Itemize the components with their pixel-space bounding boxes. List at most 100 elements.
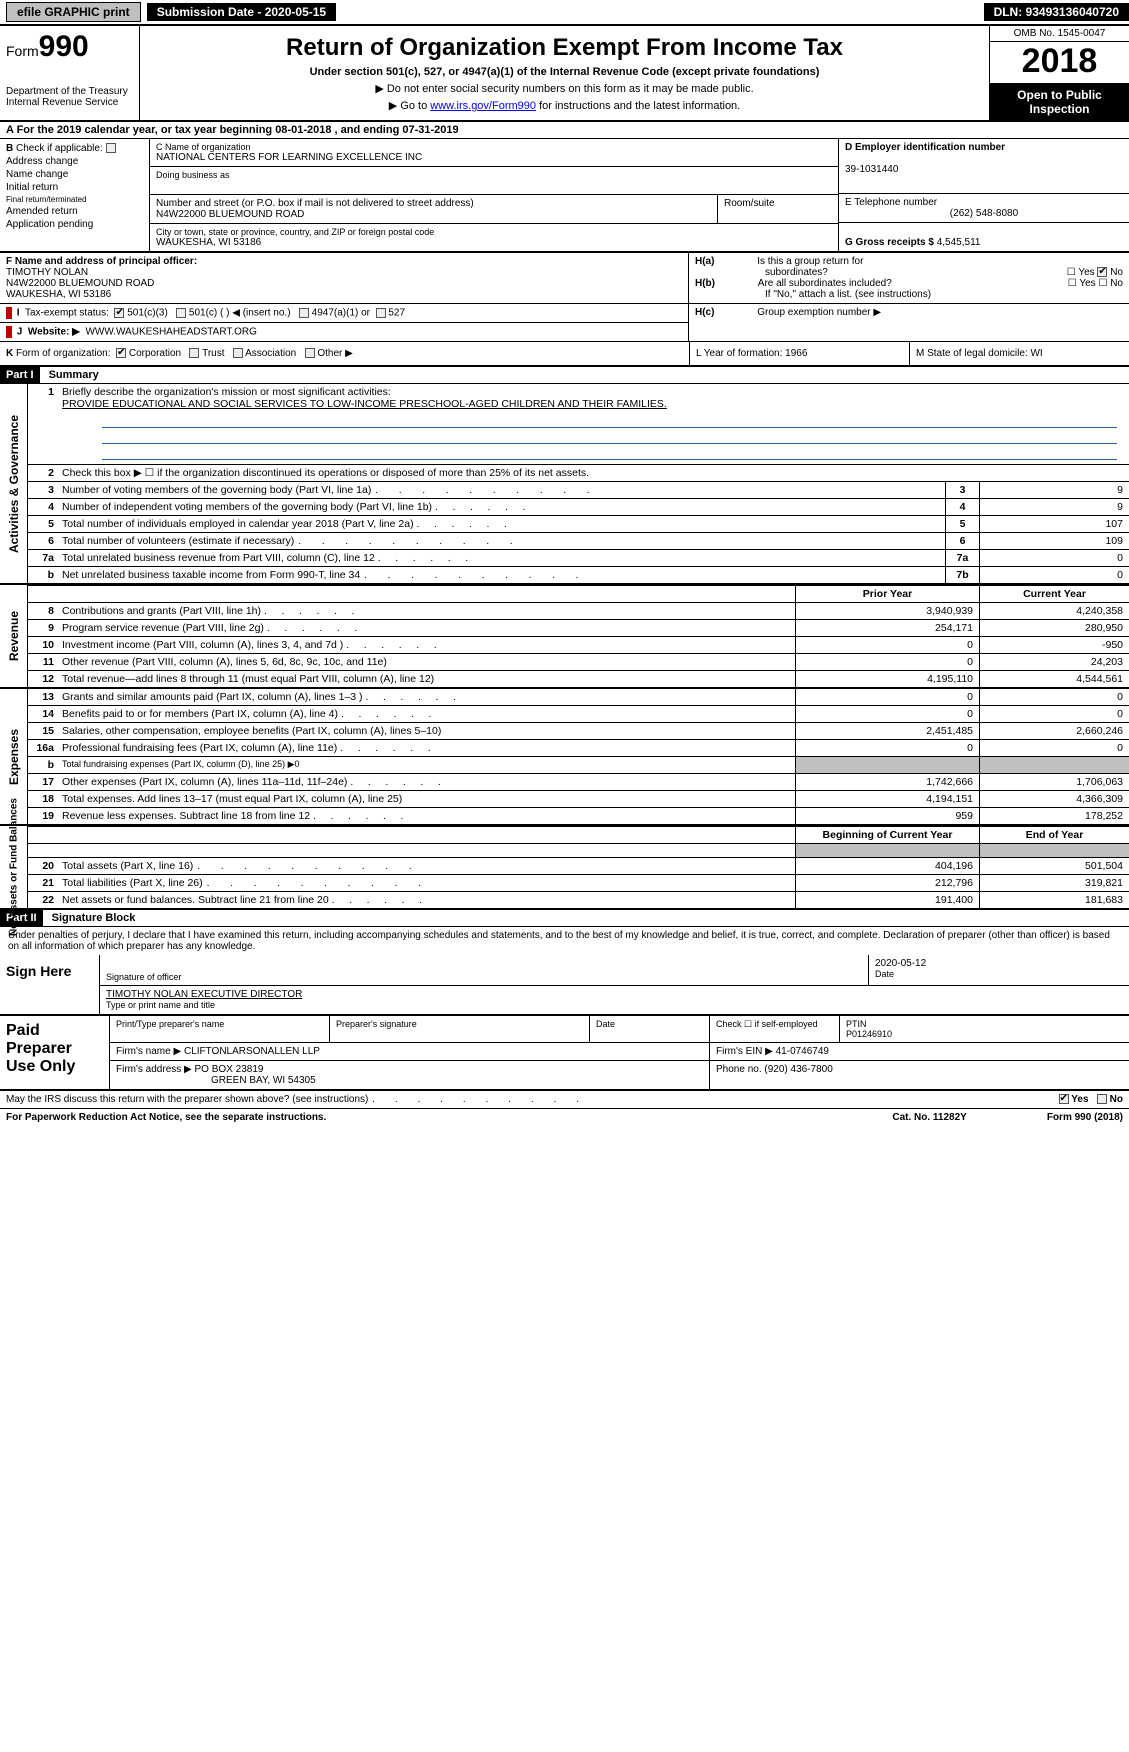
pra-notice: For Paperwork Reduction Act Notice, see … xyxy=(6,1112,892,1123)
sig-name-hint: Type or print name and title xyxy=(106,1000,215,1010)
firm-phone-label: Phone no. xyxy=(716,1064,762,1075)
hb-text: Are all subordinates included? xyxy=(758,278,892,289)
4947-check[interactable] xyxy=(299,308,309,318)
line20-text: Total assets (Part X, line 16) xyxy=(58,858,795,874)
hb-label: H(b) xyxy=(695,278,715,289)
other-label: Other ▶ xyxy=(317,348,352,359)
part2-header: Part II Signature Block xyxy=(0,910,1129,927)
principal-officer: F Name and address of principal officer:… xyxy=(0,253,689,303)
room-cell: Room/suite xyxy=(718,195,838,223)
addr-change-label: Address change xyxy=(6,156,143,167)
firm-ein-label: Firm's EIN ▶ xyxy=(716,1046,773,1057)
sign-here-label: Sign Here xyxy=(0,955,100,1014)
perjury-statement: Under penalties of perjury, I declare th… xyxy=(0,927,1129,955)
line-3: 3 Number of voting members of the govern… xyxy=(28,481,1129,498)
form990-link[interactable]: www.irs.gov/Form990 xyxy=(430,100,536,112)
line16b-prior-grey xyxy=(795,757,979,773)
netassets-vlabel: Net Assets or Fund Balances xyxy=(0,826,28,908)
checkbox-applicable[interactable] xyxy=(106,143,116,153)
phone-hint: E Telephone number xyxy=(845,197,937,208)
city-hint: City or town, state or province, country… xyxy=(156,227,832,237)
org-name-hint: C Name of organization xyxy=(156,142,832,152)
line-20: 20 Total assets (Part X, line 16) 404,19… xyxy=(28,857,1129,874)
sig-date-label: Date xyxy=(875,969,894,979)
firm-addr2: GREEN BAY, WI 54305 xyxy=(211,1075,316,1086)
line-21: 21 Total liabilities (Part X, line 26) 2… xyxy=(28,874,1129,891)
527-check[interactable] xyxy=(376,308,386,318)
line21-eoy: 319,821 xyxy=(979,875,1129,891)
line17-prior: 1,742,666 xyxy=(795,774,979,790)
firm-name-label: Firm's name ▶ xyxy=(116,1046,181,1057)
phone-cell: E Telephone number (262) 548-8080 xyxy=(839,194,1129,223)
irs-label: Internal Revenue Service xyxy=(6,97,133,108)
discuss-yes-check[interactable] xyxy=(1059,1094,1069,1104)
line8-prior: 3,940,939 xyxy=(795,603,979,619)
tax-year: 2018 xyxy=(990,42,1129,84)
sig-date-value: 2020-05-12 xyxy=(875,958,926,969)
sign-right: Signature of officer 2020-05-12 Date TIM… xyxy=(100,955,1129,1014)
line17-text: Other expenses (Part IX, column (A), lin… xyxy=(58,774,795,790)
submission-date: Submission Date - 2020-05-15 xyxy=(147,3,336,21)
line-9: 9 Program service revenue (Part VIII, li… xyxy=(28,619,1129,636)
j-label: J xyxy=(17,327,23,338)
website-value: WWW.WAUKESHAHEADSTART.ORG xyxy=(85,327,257,338)
h-section: H(a) Is this a group return for subordin… xyxy=(689,253,1129,303)
firm-name-cell: Firm's name ▶ CLIFTONLARSONALLEN LLP xyxy=(110,1043,710,1060)
line18-no: 18 xyxy=(28,791,58,807)
ha-no-check[interactable] xyxy=(1097,267,1107,277)
trust-label: Trust xyxy=(202,348,224,359)
line7a-box: 7a xyxy=(945,550,979,566)
other-check[interactable] xyxy=(305,348,315,358)
check-if-label: Check if applicable: xyxy=(16,143,103,154)
line11-no: 11 xyxy=(28,654,58,670)
revenue-body: Prior Year Current Year 8 Contributions … xyxy=(28,585,1129,687)
line15-no: 15 xyxy=(28,723,58,739)
preparer-name-hdr: Print/Type preparer's name xyxy=(110,1016,330,1042)
line13-no: 13 xyxy=(28,689,58,705)
line16b-no: b xyxy=(28,757,58,773)
line-4: 4 Number of independent voting members o… xyxy=(28,498,1129,515)
line16a-prior: 0 xyxy=(795,740,979,756)
line8-current: 4,240,358 xyxy=(979,603,1129,619)
line-5: 5 Total number of individuals employed i… xyxy=(28,515,1129,532)
trust-check[interactable] xyxy=(189,348,199,358)
officer-signature-field[interactable] xyxy=(106,958,862,972)
line4-no: 4 xyxy=(28,499,58,515)
governance-section: Activities & Governance 1 Briefly descri… xyxy=(0,384,1129,585)
col-c: C Name of organization NATIONAL CENTERS … xyxy=(150,139,839,251)
line13-text: Grants and similar amounts paid (Part IX… xyxy=(58,689,795,705)
discuss-yes: Yes xyxy=(1071,1094,1088,1105)
discuss-answer: Yes No xyxy=(1059,1094,1124,1105)
efile-print-button[interactable]: efile GRAPHIC print xyxy=(6,2,141,22)
line9-current: 280,950 xyxy=(979,620,1129,636)
discuss-no-check[interactable] xyxy=(1097,1094,1107,1104)
form-number: Form990 xyxy=(6,30,133,64)
501c3-check[interactable] xyxy=(114,308,124,318)
hb-no: No xyxy=(1110,278,1123,289)
line-13: 13 Grants and similar amounts paid (Part… xyxy=(28,689,1129,705)
line14-no: 14 xyxy=(28,706,58,722)
4947-label: 4947(a)(1) or xyxy=(312,308,370,319)
header-right: OMB No. 1545-0047 2018 Open to Public In… xyxy=(989,26,1129,120)
prior-year-header: Prior Year xyxy=(795,586,979,602)
form-org: K Form of organization: Corporation Trus… xyxy=(0,342,689,365)
ha-label: H(a) xyxy=(695,256,714,267)
website-label: Website: ▶ xyxy=(28,327,80,338)
netassets-label: Net Assets or Fund Balances xyxy=(8,798,19,936)
assoc-check[interactable] xyxy=(233,348,243,358)
501c-check[interactable] xyxy=(176,308,186,318)
line-14: 14 Benefits paid to or for members (Part… xyxy=(28,705,1129,722)
line1-prompt: Briefly describe the organization's miss… xyxy=(62,386,391,398)
part2-title: Signature Block xyxy=(46,910,142,926)
eoy-header: End of Year xyxy=(979,827,1129,843)
corp-check[interactable] xyxy=(116,348,126,358)
hb-yes: Yes xyxy=(1079,278,1095,289)
firm-addr-label: Firm's address ▶ xyxy=(116,1064,192,1075)
col-b-title: B xyxy=(6,143,13,154)
expenses-body: 13 Grants and similar amounts paid (Part… xyxy=(28,689,1129,824)
line11-prior: 0 xyxy=(795,654,979,670)
line-16a: 16a Professional fundraising fees (Part … xyxy=(28,739,1129,756)
header-left: Form990 Department of the Treasury Inter… xyxy=(0,26,140,120)
name-change-label: Name change xyxy=(6,169,143,180)
line22-no: 22 xyxy=(28,892,58,908)
